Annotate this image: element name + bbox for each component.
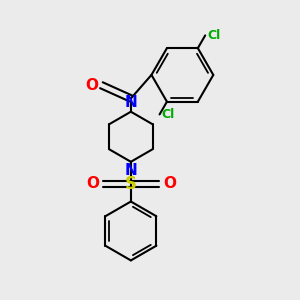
Text: N: N bbox=[124, 163, 137, 178]
Text: O: O bbox=[163, 176, 176, 191]
Text: Cl: Cl bbox=[161, 108, 175, 121]
Text: O: O bbox=[85, 78, 98, 93]
Text: S: S bbox=[125, 175, 137, 193]
Text: Cl: Cl bbox=[207, 29, 220, 42]
Text: N: N bbox=[124, 95, 137, 110]
Text: O: O bbox=[86, 176, 99, 191]
